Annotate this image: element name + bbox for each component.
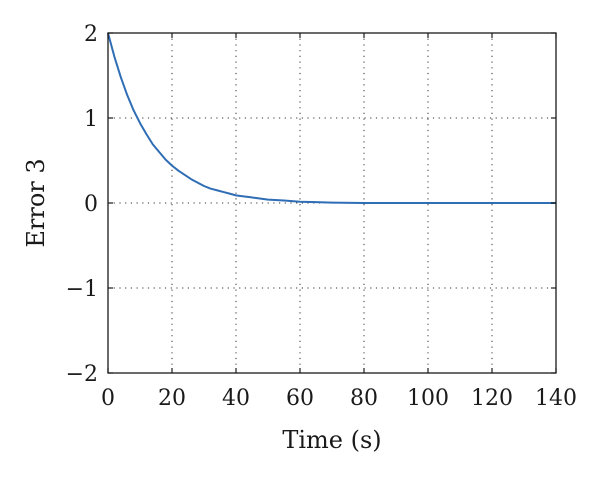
x-tick-label: 140 (535, 386, 577, 411)
ticks: 0 20 40 60 80 100 120 140 −2 −1 0 1 2 (66, 22, 577, 411)
x-tick-label: 120 (471, 386, 513, 411)
x-tick-label: 100 (407, 386, 449, 411)
series-line-0 (107, 32, 556, 204)
x-tick-label: 60 (286, 386, 314, 411)
x-tick-label: 80 (350, 386, 378, 411)
y-tick-label: 1 (84, 107, 98, 132)
x-tick-label: 20 (158, 386, 186, 411)
x-tick-label: 40 (222, 386, 250, 411)
y-tick-label: 2 (84, 22, 98, 47)
grid (108, 33, 556, 373)
x-tick-label: 0 (101, 386, 115, 411)
y-tick-label: 0 (84, 192, 98, 217)
x-axis-label: Time (s) (282, 426, 381, 454)
y-tick-label: −1 (66, 277, 98, 302)
series-layer (107, 32, 556, 204)
y-tick-label: −2 (66, 362, 98, 387)
y-axis-label: Error 3 (22, 158, 50, 247)
